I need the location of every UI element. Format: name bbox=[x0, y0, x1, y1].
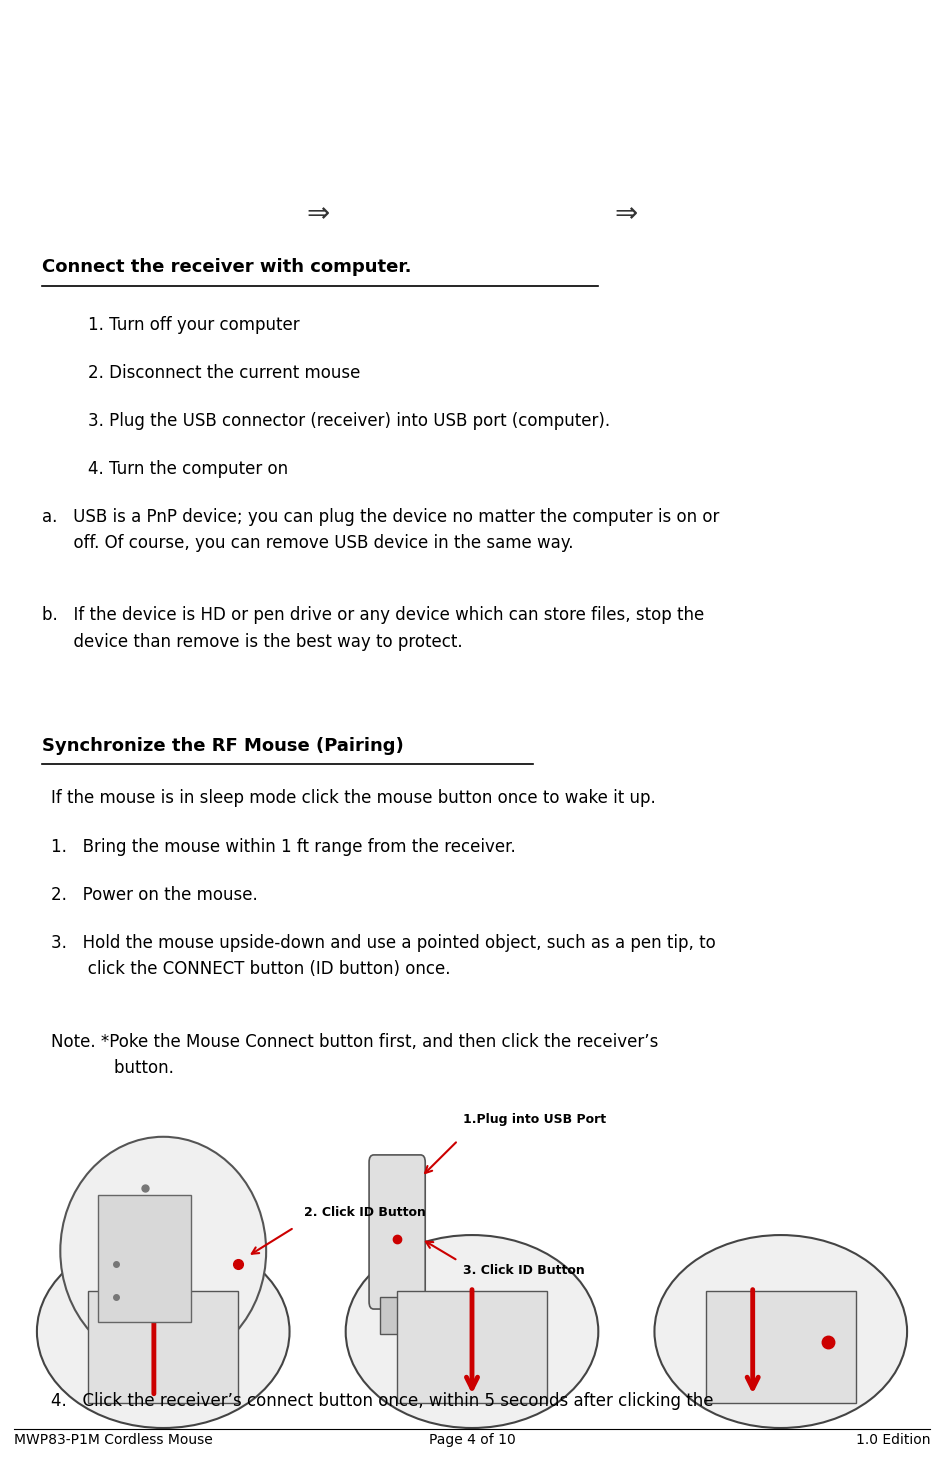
FancyBboxPatch shape bbox=[89, 1291, 238, 1402]
Text: MWP83-P1M Cordless Mouse: MWP83-P1M Cordless Mouse bbox=[13, 1433, 212, 1447]
Text: If the mouse is in sleep mode click the mouse button once to wake it up.: If the mouse is in sleep mode click the … bbox=[51, 789, 656, 807]
Text: 1.   Bring the mouse within 1 ft range from the receiver.: 1. Bring the mouse within 1 ft range fro… bbox=[51, 839, 515, 856]
FancyBboxPatch shape bbox=[397, 1291, 547, 1402]
FancyBboxPatch shape bbox=[706, 1291, 855, 1402]
Ellipse shape bbox=[346, 1236, 598, 1428]
Text: 2. Click ID Button: 2. Click ID Button bbox=[304, 1205, 426, 1218]
Ellipse shape bbox=[60, 1137, 266, 1366]
Text: Connect the receiver with computer.: Connect the receiver with computer. bbox=[42, 258, 411, 276]
Text: Page 4 of 10: Page 4 of 10 bbox=[429, 1433, 515, 1447]
Text: 4. Turn the computer on: 4. Turn the computer on bbox=[89, 460, 289, 477]
Text: Note. *Poke the Mouse Connect button first, and then click the receiver’s
      : Note. *Poke the Mouse Connect button fir… bbox=[51, 1033, 658, 1077]
Text: 1. Turn off your computer: 1. Turn off your computer bbox=[89, 317, 300, 334]
Text: b.   If the device is HD or pen drive or any device which can store files, stop : b. If the device is HD or pen drive or a… bbox=[42, 605, 704, 651]
Text: Synchronize the RF Mouse (Pairing): Synchronize the RF Mouse (Pairing) bbox=[42, 737, 403, 754]
FancyBboxPatch shape bbox=[98, 1195, 192, 1322]
Text: 3.   Hold the mouse upside-down and use a pointed object, such as a pen tip, to
: 3. Hold the mouse upside-down and use a … bbox=[51, 934, 716, 979]
Text: 3. Click ID Button: 3. Click ID Button bbox=[463, 1263, 584, 1277]
Text: 2. Disconnect the current mouse: 2. Disconnect the current mouse bbox=[89, 363, 361, 382]
Text: 1.Plug into USB Port: 1.Plug into USB Port bbox=[463, 1113, 606, 1126]
Text: a.   USB is a PnP device; you can plug the device no matter the computer is on o: a. USB is a PnP device; you can plug the… bbox=[42, 508, 719, 552]
Text: 3. Plug the USB connector (receiver) into USB port (computer).: 3. Plug the USB connector (receiver) int… bbox=[89, 411, 611, 430]
FancyBboxPatch shape bbox=[369, 1156, 425, 1309]
Ellipse shape bbox=[654, 1236, 907, 1428]
FancyBboxPatch shape bbox=[380, 1297, 414, 1334]
Text: ⇒: ⇒ bbox=[306, 200, 329, 229]
Text: 1.0 Edition: 1.0 Edition bbox=[856, 1433, 931, 1447]
Text: ⇒: ⇒ bbox=[615, 200, 638, 229]
Ellipse shape bbox=[37, 1236, 290, 1428]
Text: 2.   Power on the mouse.: 2. Power on the mouse. bbox=[51, 886, 258, 905]
Text: 4.   Click the receiver’s connect button once, within 5 seconds after clicking t: 4. Click the receiver’s connect button o… bbox=[51, 1392, 714, 1411]
